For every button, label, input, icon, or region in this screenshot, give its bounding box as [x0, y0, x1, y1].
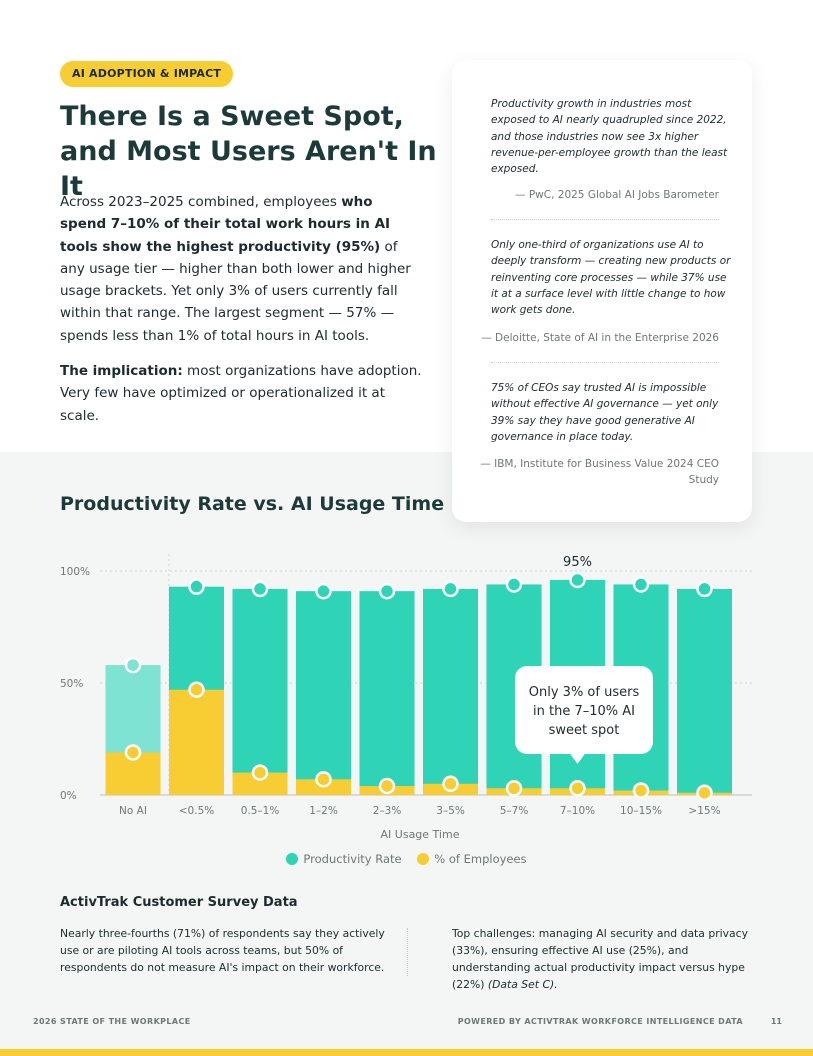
- body-text-a: Across 2023–2025 combined, employees: [60, 194, 342, 210]
- x-tick-label: >15%: [688, 805, 720, 817]
- legend-label: Productivity Rate: [303, 852, 402, 866]
- quote-divider: [491, 219, 719, 220]
- quote-text: 75% of CEOs say trusted AI is impossible…: [491, 382, 719, 443]
- page-headline: There Is a Sweet Spot, and Most Users Ar…: [60, 101, 437, 202]
- x-tick-label: 7–10%: [560, 805, 595, 817]
- productivity-point: [505, 576, 523, 593]
- implication-label: The implication:: [60, 363, 183, 379]
- x-tick-label: 3–5%: [436, 805, 465, 817]
- employees-point: [505, 780, 523, 797]
- legend-swatch-employees: [417, 853, 430, 865]
- productivity-point: [696, 580, 713, 598]
- y-tick-label: 100%: [60, 566, 90, 578]
- quote-source: — PwC, 2025 Global AI Jobs Barometer: [515, 189, 719, 201]
- productivity-point: [315, 582, 332, 600]
- quote-card: Productivity growth in industries most e…: [452, 60, 752, 522]
- employees-point: [315, 771, 332, 788]
- survey-right-citation: (Data Set C).: [487, 978, 558, 991]
- section-tag: AI ADOPTION & IMPACT: [60, 61, 234, 87]
- page-number: 11: [770, 1017, 782, 1026]
- x-tick-label: No AI: [119, 805, 147, 817]
- body-text-c: of any usage tier — higher than both low…: [60, 238, 411, 344]
- callout-text: Only 3% of users: [529, 685, 640, 700]
- survey-text-right: Top challenges: managing AI security and…: [452, 925, 762, 993]
- y-tick-label: 50%: [60, 678, 83, 690]
- productivity-bar: [423, 588, 478, 795]
- employees-bar: [169, 689, 224, 795]
- productivity-point: [632, 576, 650, 593]
- employees-bar: [232, 772, 288, 795]
- y-tick-label: 0%: [60, 790, 77, 802]
- callout-pointer: [569, 753, 586, 764]
- employees-point: [124, 744, 142, 761]
- employees-point: [442, 775, 459, 793]
- x-tick-label: 10–15%: [620, 805, 662, 817]
- employees-point: [378, 777, 396, 795]
- callout-text: in the 7–10% AI: [533, 704, 635, 719]
- employees-point: [696, 784, 713, 802]
- productivity-point: [569, 571, 586, 589]
- productivity-chart: 0% 50% 100% No AI <0.5% 0.5–1% 1–2% 2–3% 3–5% 5–7…: [60, 554, 752, 841]
- callout-text: sweet spot: [549, 723, 620, 738]
- employees-point: [188, 681, 205, 698]
- productivity-point: [378, 582, 396, 600]
- implication-text: most organizations have adoption. Very f…: [60, 363, 422, 424]
- legend-item-productivity: Productivity Rate: [286, 852, 402, 866]
- productivity-point: [188, 578, 205, 595]
- callout-box: [515, 666, 653, 754]
- employees-point: [632, 782, 650, 799]
- chart-title: Productivity Rate vs. AI Usage Time: [60, 493, 445, 515]
- productivity-bar: [232, 588, 288, 795]
- productivity-point: [442, 580, 459, 598]
- quote-text: Only one-third of organizations use AI t…: [491, 239, 731, 317]
- body-paragraph: Across 2023–2025 combined, employees who…: [60, 191, 420, 347]
- survey-divider: [407, 928, 408, 976]
- x-axis-title: AI Usage Time: [381, 828, 460, 841]
- x-tick-label: <0.5%: [179, 805, 214, 817]
- legend-swatch-productivity: [286, 853, 299, 865]
- quote-source: — Deloitte, State of AI in the Enterpris…: [481, 332, 719, 344]
- quote-text: Productivity growth in industries most e…: [491, 98, 728, 176]
- body-text-bold: who spend 7–10% of their total work hour…: [60, 194, 391, 255]
- legend-item-employees: % of Employees: [417, 852, 527, 866]
- employees-point: [569, 780, 586, 797]
- footer-report-title: 2026 STATE OF THE WORKPLACE: [33, 1017, 191, 1026]
- survey-right-main: Top challenges: managing AI security and…: [452, 927, 748, 991]
- x-tick-label: 5–7%: [500, 805, 529, 817]
- footer-powered-by: POWERED BY ACTIVTRAK WORKFORCE INTELLIGE…: [457, 1017, 743, 1026]
- employees-point: [251, 764, 269, 781]
- x-tick-label: 0.5–1%: [241, 805, 280, 817]
- productivity-point: [251, 580, 269, 598]
- productivity-point: [124, 656, 142, 674]
- legend-label: % of Employees: [434, 852, 527, 866]
- bottom-accent-bar: [0, 1049, 813, 1056]
- chart-legend: Productivity Rate % of Employees: [0, 852, 813, 866]
- implication-paragraph: The implication: most organizations have…: [60, 360, 425, 427]
- highlight-label: 95%: [563, 555, 592, 570]
- survey-title: ActivTrak Customer Survey Data: [60, 895, 298, 910]
- survey-text-left: Nearly three-fourths (71%) of respondent…: [60, 927, 385, 974]
- quote-divider: [491, 362, 719, 363]
- productivity-bar: [677, 588, 732, 795]
- x-tick-label: 1–2%: [309, 805, 338, 817]
- quote-source: — IBM, Institute for Business Value 2024…: [480, 458, 719, 486]
- productivity-bar: [359, 591, 415, 795]
- x-tick-label: 2–3%: [373, 805, 402, 817]
- productivity-bar: [296, 591, 351, 795]
